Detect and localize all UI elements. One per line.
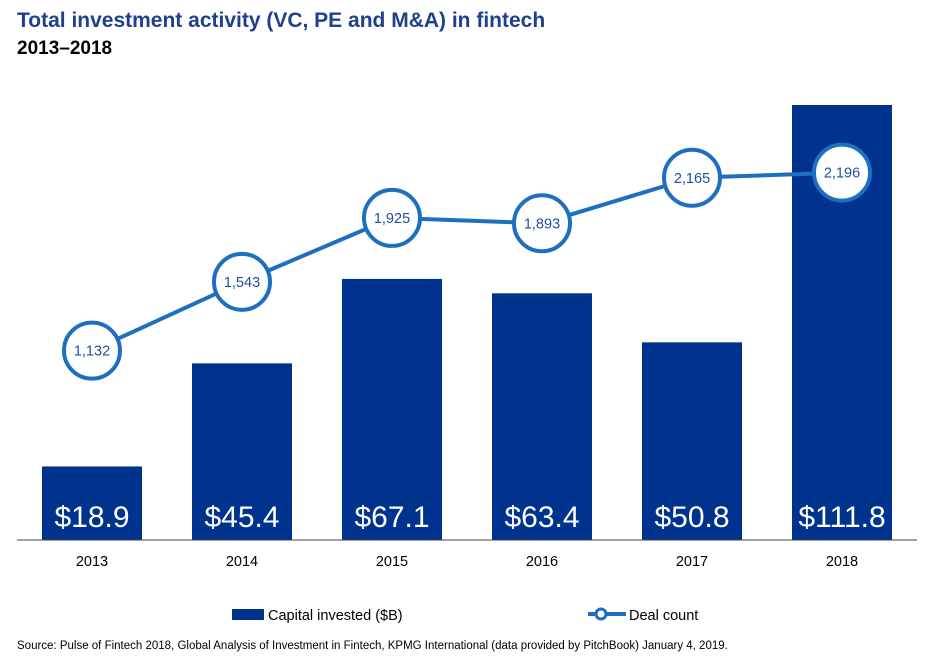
deal-count-line-layer: 1,132 1,543 1,925 1,893 2,165 2,196 — [62, 142, 872, 381]
x-tick-labels: 2013 2014 2015 2016 2017 2018 — [76, 554, 858, 570]
source-note: Source: Pulse of Fintech 2018, Global An… — [17, 640, 728, 652]
bar-2016 — [492, 293, 592, 540]
bar-2013 — [42, 466, 142, 540]
deal-count-label-2016: 1,893 — [524, 216, 560, 232]
deal-count-label-2017: 2,165 — [674, 171, 710, 187]
deal-count-marker-2016 — [512, 193, 572, 254]
bar-value-label-2018: $111.8 — [798, 501, 885, 534]
deal-count-marker-2013 — [62, 320, 122, 381]
chart-subtitle: 2013–2018 — [17, 38, 113, 59]
bars-layer: $18.9 $45.4 $67.1 $63.4 $50.8 $111.8 — [42, 105, 892, 540]
x-tick-label-2017: 2017 — [676, 554, 708, 570]
deal-count-marker-2015 — [362, 187, 422, 248]
deal-count-line — [91, 170, 843, 353]
bar-2014 — [192, 363, 292, 540]
deal-count-marker-2018 — [812, 142, 872, 203]
bar-value-label-2016: $63.4 — [504, 501, 579, 534]
chart-title: Total investment activity (VC, PE and M&… — [17, 9, 546, 32]
deal-count-label-2018: 2,196 — [824, 166, 860, 182]
bar-2017 — [642, 342, 742, 540]
x-tick-label-2015: 2015 — [376, 554, 408, 570]
x-tick-label-2013: 2013 — [76, 554, 108, 570]
deal-count-marker-2014 — [212, 251, 272, 312]
deal-count-label-2013: 1,132 — [74, 344, 110, 360]
x-tick-label-2016: 2016 — [526, 554, 558, 570]
legend: Capital invested ($B) Deal count — [232, 607, 698, 624]
deal-count-label-2014: 1,543 — [224, 275, 260, 291]
legend-bar-label: Capital invested ($B) — [268, 608, 403, 624]
legend-bar-swatch — [232, 609, 264, 620]
x-tick-label-2018: 2018 — [826, 554, 858, 570]
deal-count-label-2015: 1,925 — [374, 211, 410, 227]
legend-marker-icon — [594, 607, 608, 621]
deal-count-marker-2017 — [662, 147, 722, 208]
bar-2015 — [342, 278, 442, 540]
legend-line-label: Deal count — [629, 608, 698, 624]
bar-value-label-2015: $67.1 — [354, 501, 429, 534]
bar-value-label-2017: $50.8 — [654, 501, 729, 534]
x-tick-label-2014: 2014 — [226, 554, 258, 570]
bar-value-label-2014: $45.4 — [204, 501, 279, 534]
bar-value-label-2013: $18.9 — [54, 501, 129, 534]
